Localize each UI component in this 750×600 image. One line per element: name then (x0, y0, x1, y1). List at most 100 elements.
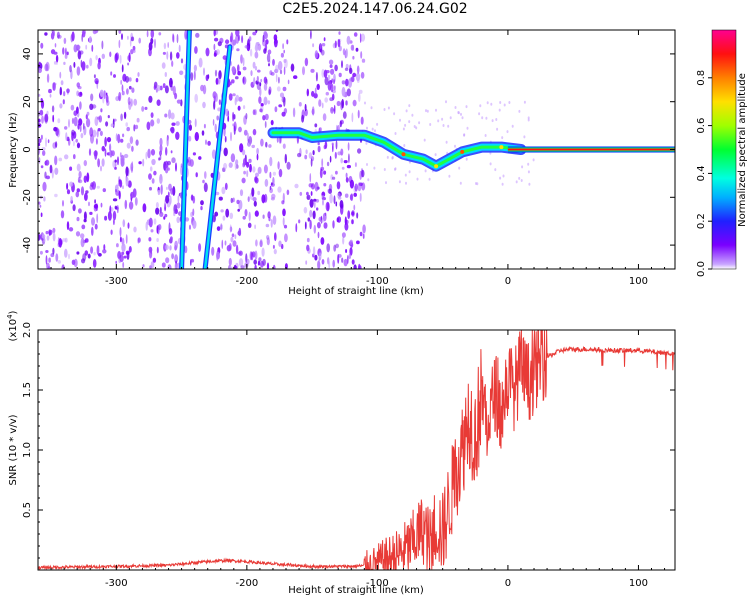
noise-speck (162, 51, 166, 55)
noise-speck (445, 100, 447, 104)
noise-speck (104, 136, 107, 147)
noise-speck (376, 122, 379, 126)
noise-speck (499, 176, 502, 180)
noise-speck (501, 182, 504, 186)
noise-speck (220, 223, 223, 231)
noise-speck (338, 31, 341, 35)
noise-speck (491, 119, 494, 123)
noise-speck (347, 142, 350, 151)
noise-speck (115, 133, 118, 142)
snr-background (38, 330, 675, 570)
noise-speck (109, 143, 112, 152)
noise-speck (373, 166, 376, 170)
noise-speck (241, 177, 246, 184)
noise-speck (279, 92, 285, 98)
noise-speck (267, 49, 272, 55)
noise-speck (322, 199, 324, 206)
noise-speck (80, 186, 85, 196)
noise-speck (435, 108, 437, 112)
noise-speck (331, 142, 335, 146)
snr-x-ticks: -300 -200 -100 0 100 (50, 330, 666, 589)
noise-speck (232, 93, 236, 97)
noise-speck (317, 231, 320, 239)
noise-speck (317, 260, 321, 269)
noise-speck (130, 162, 134, 172)
noise-speck (323, 170, 327, 175)
noise-speck (357, 78, 360, 83)
noise-speck (127, 222, 130, 229)
noise-speck (142, 264, 145, 268)
noise-speck (266, 237, 270, 246)
noise-speck (98, 253, 102, 257)
noise-speck (328, 59, 334, 65)
noise-speck (251, 144, 255, 149)
noise-speck (202, 84, 207, 95)
noise-speck (38, 138, 42, 144)
noise-speck (119, 152, 122, 158)
noise-speck (148, 95, 153, 103)
noise-speck (423, 138, 426, 142)
noise-speck (120, 158, 125, 167)
noise-speck (476, 182, 479, 186)
noise-speck (216, 115, 219, 121)
noise-speck (230, 153, 236, 163)
noise-speck (321, 102, 324, 109)
noise-speck (81, 224, 86, 230)
noise-speck (176, 52, 180, 59)
noise-speck (329, 193, 333, 204)
noise-speck (91, 217, 95, 226)
noise-speck (92, 259, 97, 268)
noise-speck (215, 77, 219, 85)
noise-speck (237, 208, 240, 212)
noise-speck (503, 103, 506, 107)
noise-speck (41, 147, 46, 151)
noise-speck (166, 186, 168, 190)
noise-speck (81, 30, 86, 35)
noise-speck (166, 51, 169, 60)
noise-speck (232, 240, 237, 247)
noise-speck (250, 70, 253, 77)
noise-speck (167, 191, 170, 198)
noise-speck (106, 137, 112, 143)
noise-speck (214, 69, 218, 77)
noise-speck (112, 198, 118, 202)
noise-speck (333, 104, 336, 115)
noise-speck (344, 216, 347, 226)
noise-speck (447, 124, 450, 128)
noise-speck (207, 140, 211, 146)
noise-speck (334, 151, 337, 159)
noise-speck (311, 106, 315, 116)
noise-speck (38, 146, 41, 156)
noise-speck (155, 202, 159, 209)
noise-speck (319, 127, 322, 132)
noise-speck (169, 51, 173, 61)
noise-speck (332, 220, 335, 229)
noise-speck (94, 116, 99, 127)
noise-speck (38, 201, 41, 205)
noise-speck (79, 124, 82, 133)
noise-speck (394, 132, 397, 135)
noise-speck (235, 30, 240, 37)
noise-speck (213, 30, 216, 37)
noise-speck (294, 183, 299, 189)
noise-speck (158, 224, 162, 231)
noise-speck (259, 239, 263, 245)
noise-speck (282, 43, 284, 50)
noise-speck (38, 67, 42, 74)
noise-speck (520, 179, 523, 182)
noise-speck (86, 172, 90, 183)
noise-speck (180, 58, 184, 64)
noise-speck (238, 250, 243, 256)
noise-speck (243, 158, 246, 166)
noise-speck (523, 100, 526, 104)
noise-speck (244, 209, 248, 217)
noise-speck (85, 114, 88, 120)
noise-speck (332, 176, 336, 180)
noise-speck (233, 264, 237, 269)
x-tick-label: 0 (505, 578, 511, 589)
noise-speck (286, 161, 291, 170)
colorbar-ticks: 0.0 0.2 0.4 0.6 0.8 (696, 70, 712, 277)
noise-speck (184, 245, 188, 254)
noise-speck (298, 102, 302, 107)
noise-speck (348, 153, 350, 164)
